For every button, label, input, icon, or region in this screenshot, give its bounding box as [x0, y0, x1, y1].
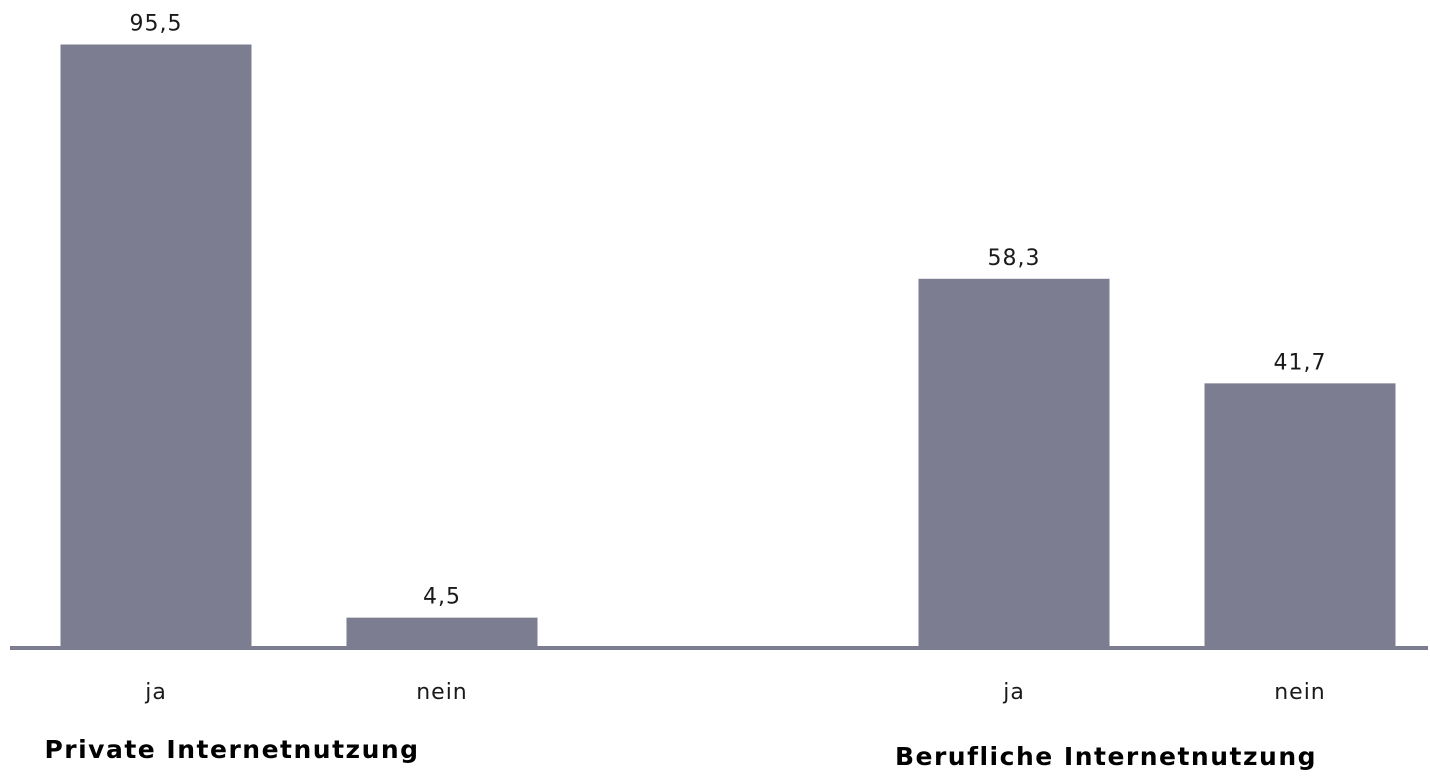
value-label-0-0: 95,5 [130, 12, 183, 37]
value-label-0-1: 4,5 [423, 585, 461, 610]
category-label-0-1: nein [416, 680, 468, 705]
bar-0-0 [60, 44, 252, 646]
category-label-1-0: ja [1002, 680, 1025, 705]
category-label-0-0: ja [144, 680, 167, 705]
bar-1-1 [1204, 383, 1396, 646]
value-label-1-0: 58,3 [988, 246, 1041, 271]
labels-layer: 95,5 ja 4,5 nein Private Internetnutzung 58,3… [44, 12, 1327, 772]
category-label-1-1: nein [1274, 680, 1326, 705]
group-label-0: Private Internetnutzung [44, 735, 419, 764]
bar-1-0 [918, 278, 1110, 646]
bar-0-1 [346, 617, 538, 646]
value-label-1-1: 41,7 [1274, 350, 1327, 375]
group-label-1: Berufliche Internetnutzung [895, 742, 1317, 771]
bars-layer [60, 44, 1396, 646]
